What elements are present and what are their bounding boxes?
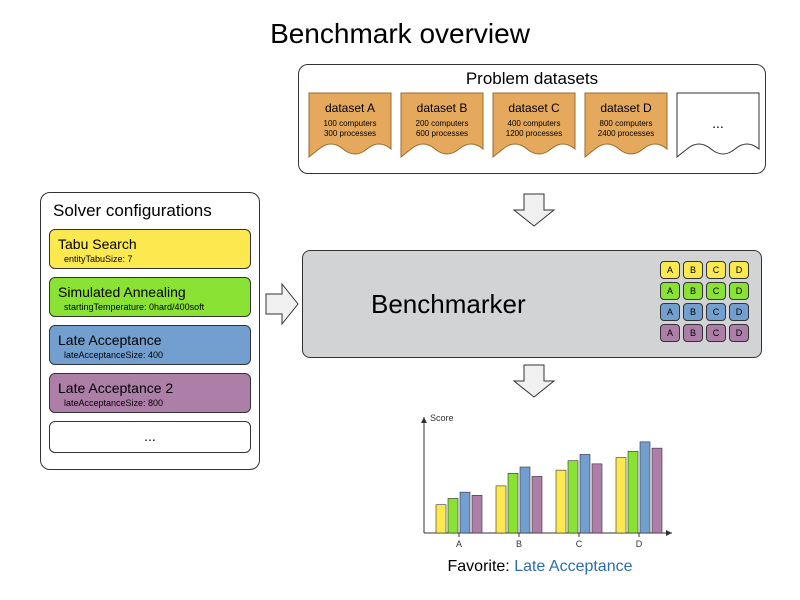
favorite-line: Favorite: Late Acceptance [400,558,680,576]
page-title: Benchmark overview [0,18,800,50]
arrow-down-icon [510,363,558,399]
solver-card: Late Acceptance lateAcceptanceSize: 400 [49,325,251,365]
dataset-line2: 600 processes [399,129,485,138]
grid-cell: D [729,261,749,279]
benchmarker-box: Benchmarker ABCDABCDABCDABCD [302,250,762,358]
favorite-prefix: Favorite: [448,558,515,575]
solver-detail: lateAcceptanceSize: 800 [64,398,242,408]
grid-cell: C [706,282,726,300]
grid-cell: A [660,282,680,300]
problem-datasets-panel: Problem datasets dataset A 100 computers3… [298,64,766,174]
grid-cell: D [729,303,749,321]
dataset-card: dataset C 400 computers1200 processes [491,91,577,169]
svg-text:C: C [576,539,583,549]
solver-detail: entityTabuSize: 7 [64,254,242,264]
svg-text:Score: Score [430,413,454,423]
solver-card-ellipsis: ... [49,421,251,453]
dataset-name: dataset B [399,101,485,115]
datasets-panel-title: Problem datasets [307,69,757,89]
grid-cell: D [729,324,749,342]
benchmarker-label: Benchmarker [371,289,526,320]
dataset-card: dataset B 200 computers600 processes [399,91,485,169]
dataset-name: dataset D [583,101,669,115]
dataset-name: dataset A [307,101,393,115]
grid-cell: C [706,303,726,321]
grid-cell: C [706,261,726,279]
svg-text:D: D [636,539,643,549]
dataset-ellipsis-label: ... [675,115,761,131]
solver-panel-title: Solver configurations [53,201,251,221]
solver-name: Late Acceptance 2 [58,380,242,396]
benchmarker-grid: ABCDABCDABCDABCD [660,261,749,342]
grid-cell: C [706,324,726,342]
dataset-line1: 800 computers [583,119,669,128]
dataset-card-ellipsis: ... [675,91,761,169]
svg-text:A: A [456,539,462,549]
arrow-down-icon [510,192,558,228]
score-chart: Score A B C D [400,403,680,551]
solver-name: Late Acceptance [58,332,242,348]
grid-cell: D [729,282,749,300]
grid-cell: B [683,282,703,300]
solver-detail: startingTemperature: 0hard/400soft [64,302,242,312]
solver-card: Tabu Search entityTabuSize: 7 [49,229,251,269]
grid-cell: A [660,324,680,342]
solver-detail: lateAcceptanceSize: 400 [64,350,242,360]
dataset-line1: 100 computers [307,119,393,128]
solver-card: Late Acceptance 2 lateAcceptanceSize: 800 [49,373,251,413]
dataset-line1: 400 computers [491,119,577,128]
favorite-name: Late Acceptance [514,558,632,575]
grid-cell: A [660,261,680,279]
arrow-right-icon [264,280,300,328]
dataset-line1: 200 computers [399,119,485,128]
dataset-card: dataset A 100 computers300 processes [307,91,393,169]
svg-text:B: B [516,539,522,549]
solver-configurations-panel: Solver configurations Tabu Search entityT… [40,192,260,470]
dataset-line2: 2400 processes [583,129,669,138]
dataset-line2: 300 processes [307,129,393,138]
grid-cell: B [683,303,703,321]
solver-card: Simulated Annealing startingTemperature: … [49,277,251,317]
solver-name: Simulated Annealing [58,284,242,300]
dataset-card: dataset D 800 computers2400 processes [583,91,669,169]
dataset-line2: 1200 processes [491,129,577,138]
grid-cell: B [683,261,703,279]
grid-cell: B [683,324,703,342]
solver-name: Tabu Search [58,236,242,252]
dataset-name: dataset C [491,101,577,115]
grid-cell: A [660,303,680,321]
